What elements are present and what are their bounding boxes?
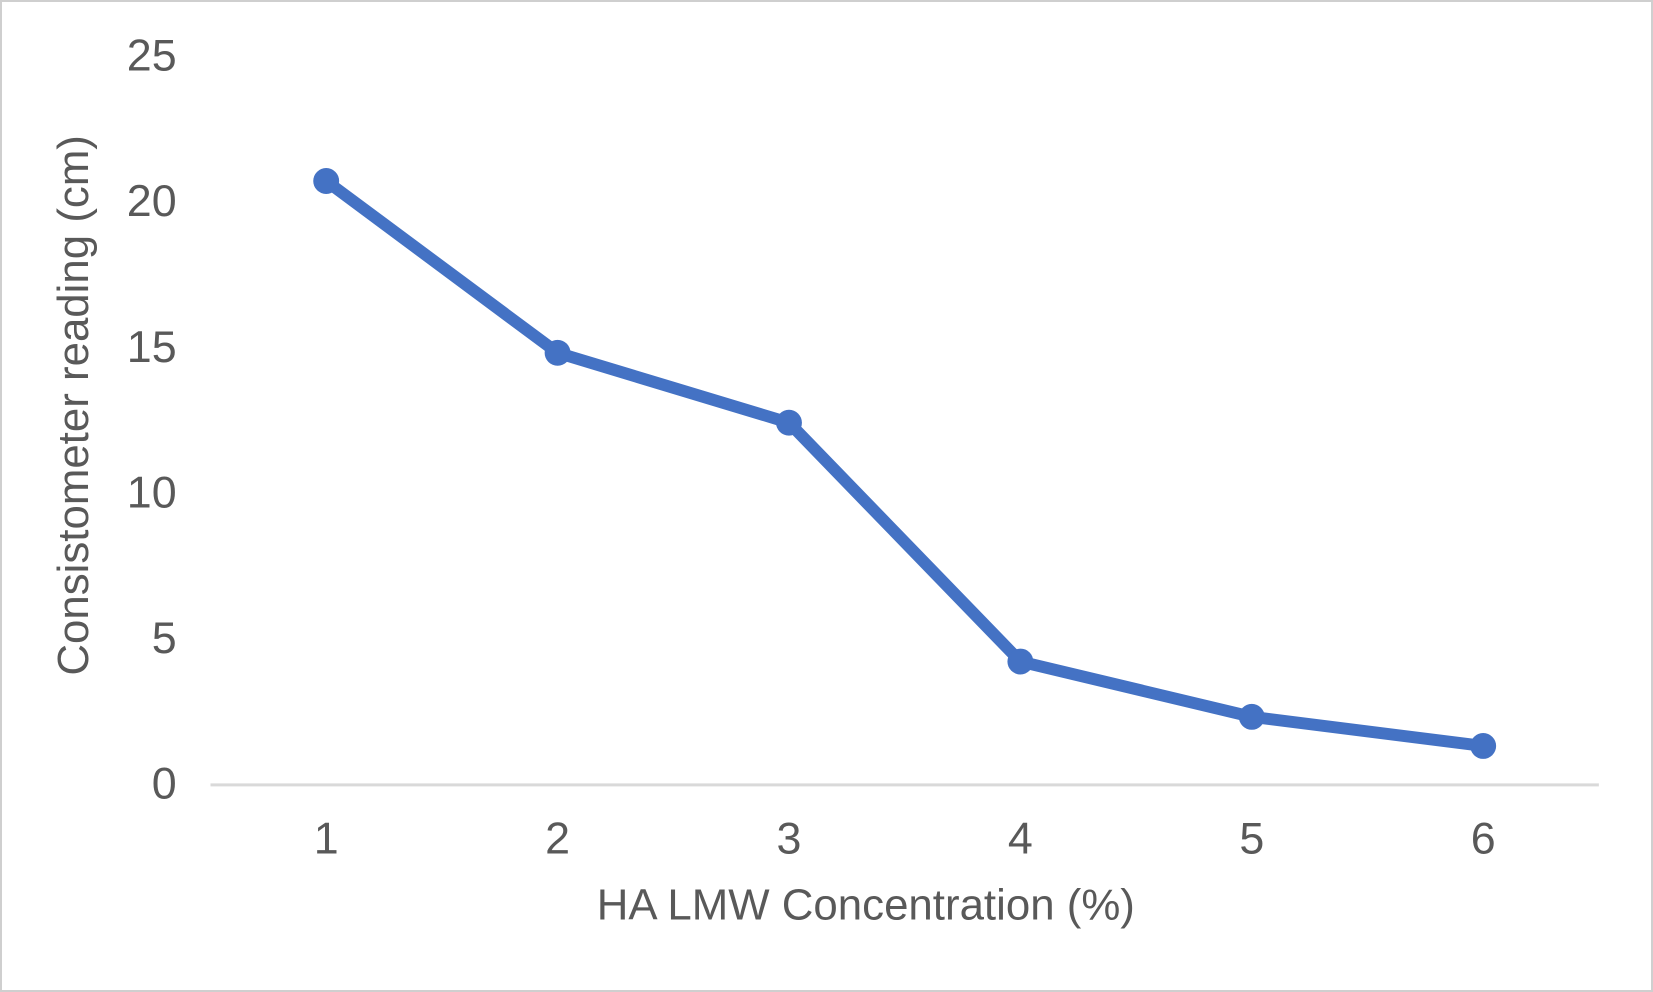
x-tick-label: 2 xyxy=(545,813,570,863)
x-axis-title: HA LMW Concentration (%) xyxy=(597,881,1135,930)
y-tick-label: 0 xyxy=(152,759,177,809)
data-series xyxy=(313,168,1497,759)
x-tick-label: 1 xyxy=(314,813,339,863)
x-tick-label: 6 xyxy=(1471,813,1496,863)
y-tick-label: 20 xyxy=(127,176,177,226)
data-point xyxy=(1007,648,1034,675)
x-tick-label: 3 xyxy=(777,813,802,863)
x-tick-label: 4 xyxy=(1008,813,1033,863)
y-tick-label: 5 xyxy=(152,613,177,663)
data-point xyxy=(1470,733,1497,759)
x-tick-label: 5 xyxy=(1239,813,1264,863)
data-point xyxy=(544,339,571,366)
y-tick-label: 15 xyxy=(127,322,177,372)
y-tick-label: 25 xyxy=(127,31,177,81)
data-point xyxy=(1238,703,1265,730)
data-point xyxy=(776,409,802,436)
data-point xyxy=(313,168,340,194)
series-line xyxy=(320,175,1490,752)
y-axis-tick-labels: 0 5 10 15 20 25 xyxy=(127,31,177,809)
y-tick-label: 10 xyxy=(127,467,177,517)
x-axis-tick-labels: 1 2 3 4 5 6 xyxy=(314,813,1496,863)
y-axis-title: Consistometer reading (cm) xyxy=(49,135,98,676)
